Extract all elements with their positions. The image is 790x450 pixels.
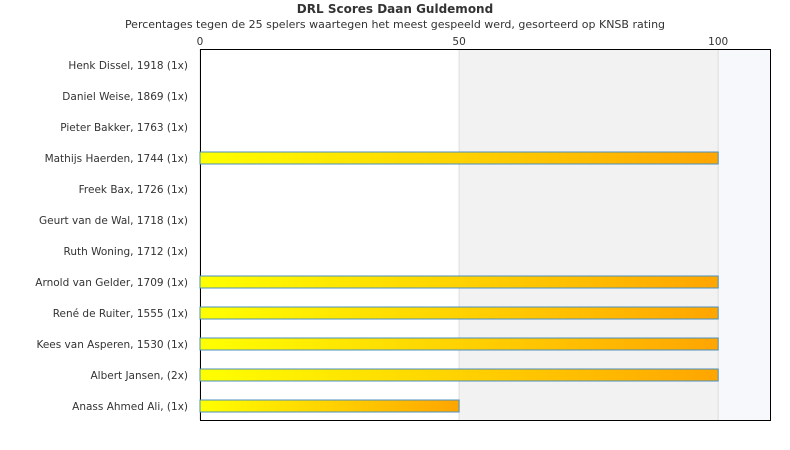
plot-area xyxy=(200,49,771,421)
category-label: Henk Dissel, 1918 (1x) xyxy=(68,60,188,72)
band-100-plus xyxy=(718,49,770,420)
chart-title: DRL Scores Daan Guldemond xyxy=(296,2,494,16)
x-tick-label: 50 xyxy=(452,36,465,48)
band-50-100 xyxy=(459,49,719,420)
category-label: Pieter Bakker, 1763 (1x) xyxy=(60,122,188,134)
category-label: Ruth Woning, 1712 (1x) xyxy=(64,246,189,258)
x-tick-label: 0 xyxy=(197,36,204,48)
bar xyxy=(199,337,719,351)
bar xyxy=(199,368,719,382)
category-label: Mathijs Haerden, 1744 (1x) xyxy=(45,153,188,165)
bars xyxy=(199,151,719,413)
category-labels: Henk Dissel, 1918 (1x) Daniel Weise, 1869… xyxy=(35,60,188,413)
chart-subtitle: Percentages tegen de 25 spelers waartege… xyxy=(124,18,666,31)
bar xyxy=(199,306,719,320)
category-label: Daniel Weise, 1869 (1x) xyxy=(62,91,188,103)
x-tick-label: 100 xyxy=(708,36,728,48)
category-label: Kees van Asperen, 1530 (1x) xyxy=(36,339,188,351)
category-label: Albert Jansen, (2x) xyxy=(90,370,188,382)
bar xyxy=(199,275,719,289)
category-label: Anass Ahmed Ali, (1x) xyxy=(72,401,188,413)
category-label: Arnold van Gelder, 1709 (1x) xyxy=(35,277,188,289)
bar xyxy=(199,151,719,165)
category-label: Geurt van de Wal, 1718 (1x) xyxy=(39,215,188,227)
category-label: René de Ruiter, 1555 (1x) xyxy=(53,308,188,320)
bar xyxy=(199,399,460,413)
background-bands xyxy=(459,49,770,420)
x-axis-ticks: 0 50 100 xyxy=(197,36,729,48)
category-label: Freek Bax, 1726 (1x) xyxy=(79,184,188,196)
